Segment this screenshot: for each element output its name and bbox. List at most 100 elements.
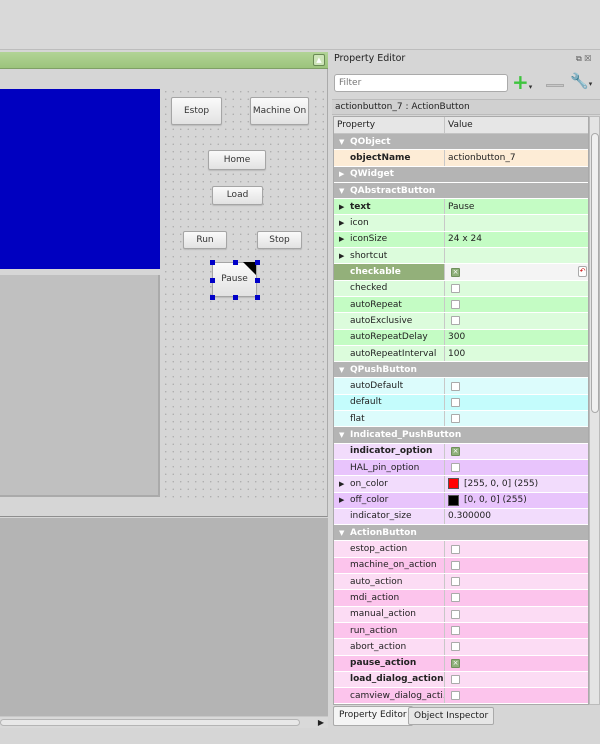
property-value[interactable]: 0.300000 [448, 511, 491, 522]
property-row[interactable]: camview_dialog_acti... [334, 688, 588, 704]
run-button[interactable]: Run [183, 231, 227, 249]
property-group[interactable]: ▼ Indicated_PushButton [334, 427, 588, 444]
checkbox[interactable] [451, 691, 460, 701]
checkbox[interactable] [451, 283, 460, 293]
property-row[interactable]: ▶ icon [334, 215, 588, 232]
property-group[interactable]: ▼ ActionButton [334, 525, 588, 542]
checkbox[interactable] [451, 381, 460, 391]
property-row[interactable]: autoExclusive [334, 313, 588, 330]
property-row[interactable]: default [334, 394, 588, 412]
checkbox[interactable] [451, 397, 460, 407]
property-value[interactable]: 300 [448, 332, 466, 343]
checkbox[interactable] [451, 626, 460, 636]
add-property-icon[interactable]: +▾ [512, 70, 533, 94]
display-widget[interactable] [0, 89, 160, 269]
property-row[interactable]: ▶ on_color [255, 0, 0] (255) [334, 476, 588, 493]
selection-handle[interactable] [255, 295, 260, 300]
checkbox[interactable]: × [451, 658, 460, 668]
checkbox[interactable] [451, 674, 460, 684]
checkbox[interactable] [451, 577, 460, 587]
expand-arrow-icon[interactable]: ▶ [339, 202, 345, 211]
vertical-scrollbar[interactable] [589, 116, 600, 705]
property-row[interactable]: run_action [334, 622, 588, 640]
property-row[interactable]: abort_action [334, 639, 588, 656]
property-value[interactable]: Pause [448, 201, 475, 212]
property-group[interactable]: ▼ QObject [334, 134, 588, 151]
column-header-property[interactable]: Property [334, 117, 445, 133]
load-button[interactable]: Load [212, 186, 263, 205]
selection-handle[interactable] [210, 295, 215, 300]
checkbox[interactable] [451, 463, 460, 473]
property-value[interactable]: [255, 0, 0] (255) [464, 478, 539, 489]
reset-property-icon[interactable]: ↶ [578, 266, 587, 278]
property-row[interactable]: autoRepeat [334, 296, 588, 314]
selection-handle[interactable] [210, 277, 215, 283]
expanded-arrow-icon[interactable]: ▼ [339, 137, 345, 146]
property-row[interactable]: machine_on_action [334, 557, 588, 575]
selection-handle[interactable] [232, 295, 238, 300]
machine-on-button[interactable]: Machine On [250, 97, 309, 125]
property-row[interactable]: indicator_option × [334, 443, 588, 460]
maximize-button[interactable]: ▲ [313, 54, 325, 66]
checkbox[interactable] [451, 642, 460, 652]
property-row[interactable]: ▶ off_color [0, 0, 0] (255) [334, 492, 588, 509]
property-row[interactable]: estop_action [334, 541, 588, 558]
expand-arrow-icon[interactable]: ▶ [339, 496, 345, 505]
tab-object-inspector[interactable]: Object Inspector [408, 707, 495, 725]
stop-button[interactable]: Stop [257, 231, 302, 249]
property-group[interactable]: ▼ QAbstractButton [334, 182, 588, 200]
expanded-arrow-icon[interactable]: ▼ [339, 430, 345, 439]
checkbox[interactable] [451, 609, 460, 619]
property-row[interactable]: autoRepeatDelay 300 [334, 329, 588, 346]
checkbox[interactable]: × [451, 446, 460, 456]
property-row[interactable]: mdi_action [334, 590, 588, 607]
checkbox[interactable] [451, 414, 460, 424]
property-group[interactable]: ▼ QPushButton [334, 362, 588, 379]
filter-input[interactable] [334, 74, 508, 92]
expanded-arrow-icon[interactable]: ▼ [339, 528, 345, 537]
property-row[interactable]: auto_action [334, 574, 588, 591]
checkbox[interactable]: × [451, 267, 460, 277]
property-row[interactable]: HAL_pin_option [334, 459, 588, 477]
selection-handle[interactable] [255, 260, 260, 265]
gray-panel-widget[interactable] [0, 275, 160, 497]
checkbox[interactable] [451, 300, 460, 310]
selection-handle[interactable] [210, 260, 215, 265]
remove-property-icon[interactable] [546, 84, 564, 87]
expand-arrow-icon[interactable]: ▶ [339, 219, 345, 228]
collapsed-arrow-icon[interactable]: ▶ [339, 170, 345, 179]
property-row[interactable]: origin_offset_dialog... [334, 704, 588, 705]
selection-handle[interactable] [232, 260, 238, 265]
property-row[interactable]: checked [334, 280, 588, 297]
property-row[interactable]: load_dialog_action [334, 671, 588, 689]
home-button[interactable]: Home [208, 150, 266, 170]
property-value[interactable]: 24 x 24 [448, 234, 482, 245]
expanded-arrow-icon[interactable]: ▼ [339, 365, 345, 374]
property-row[interactable]: autoDefault [334, 378, 588, 395]
checkbox[interactable] [451, 544, 460, 554]
property-row[interactable]: manual_action [334, 606, 588, 623]
property-row[interactable]: autoRepeatInterval 100 [334, 345, 588, 363]
expand-arrow-icon[interactable]: ▶ [339, 251, 345, 260]
column-header-value[interactable]: Value [448, 120, 473, 130]
property-row[interactable]: objectName actionbutton_7 [334, 150, 588, 167]
checkbox[interactable] [451, 593, 460, 603]
dock-float-close-icons[interactable]: ⧉ ☒ [576, 54, 592, 63]
horizontal-scrollbar[interactable]: ▶ [0, 716, 328, 728]
property-value[interactable]: actionbutton_7 [448, 152, 516, 163]
property-value[interactable]: 100 [448, 348, 466, 359]
expanded-arrow-icon[interactable]: ▼ [339, 186, 345, 195]
property-row[interactable]: ▶ shortcut [334, 248, 588, 265]
selection-handle[interactable] [255, 277, 260, 283]
property-row[interactable]: flat [334, 411, 588, 428]
estop-button[interactable]: Estop [171, 97, 222, 125]
expand-arrow-icon[interactable]: ▶ [339, 235, 345, 244]
property-value[interactable]: [0, 0, 0] (255) [464, 495, 527, 506]
tab-property-editor[interactable]: Property Editor [333, 706, 413, 726]
property-group[interactable]: ▶ QWidget [334, 166, 588, 183]
checkbox[interactable] [451, 316, 460, 326]
property-row[interactable]: checkable × ↶ [334, 264, 588, 281]
property-table[interactable]: Property Value ▼ QObject objectName actionbu… [333, 116, 589, 705]
property-row[interactable]: ▶ text Pause [334, 199, 588, 216]
scroll-right-icon[interactable]: ▶ [317, 718, 324, 727]
